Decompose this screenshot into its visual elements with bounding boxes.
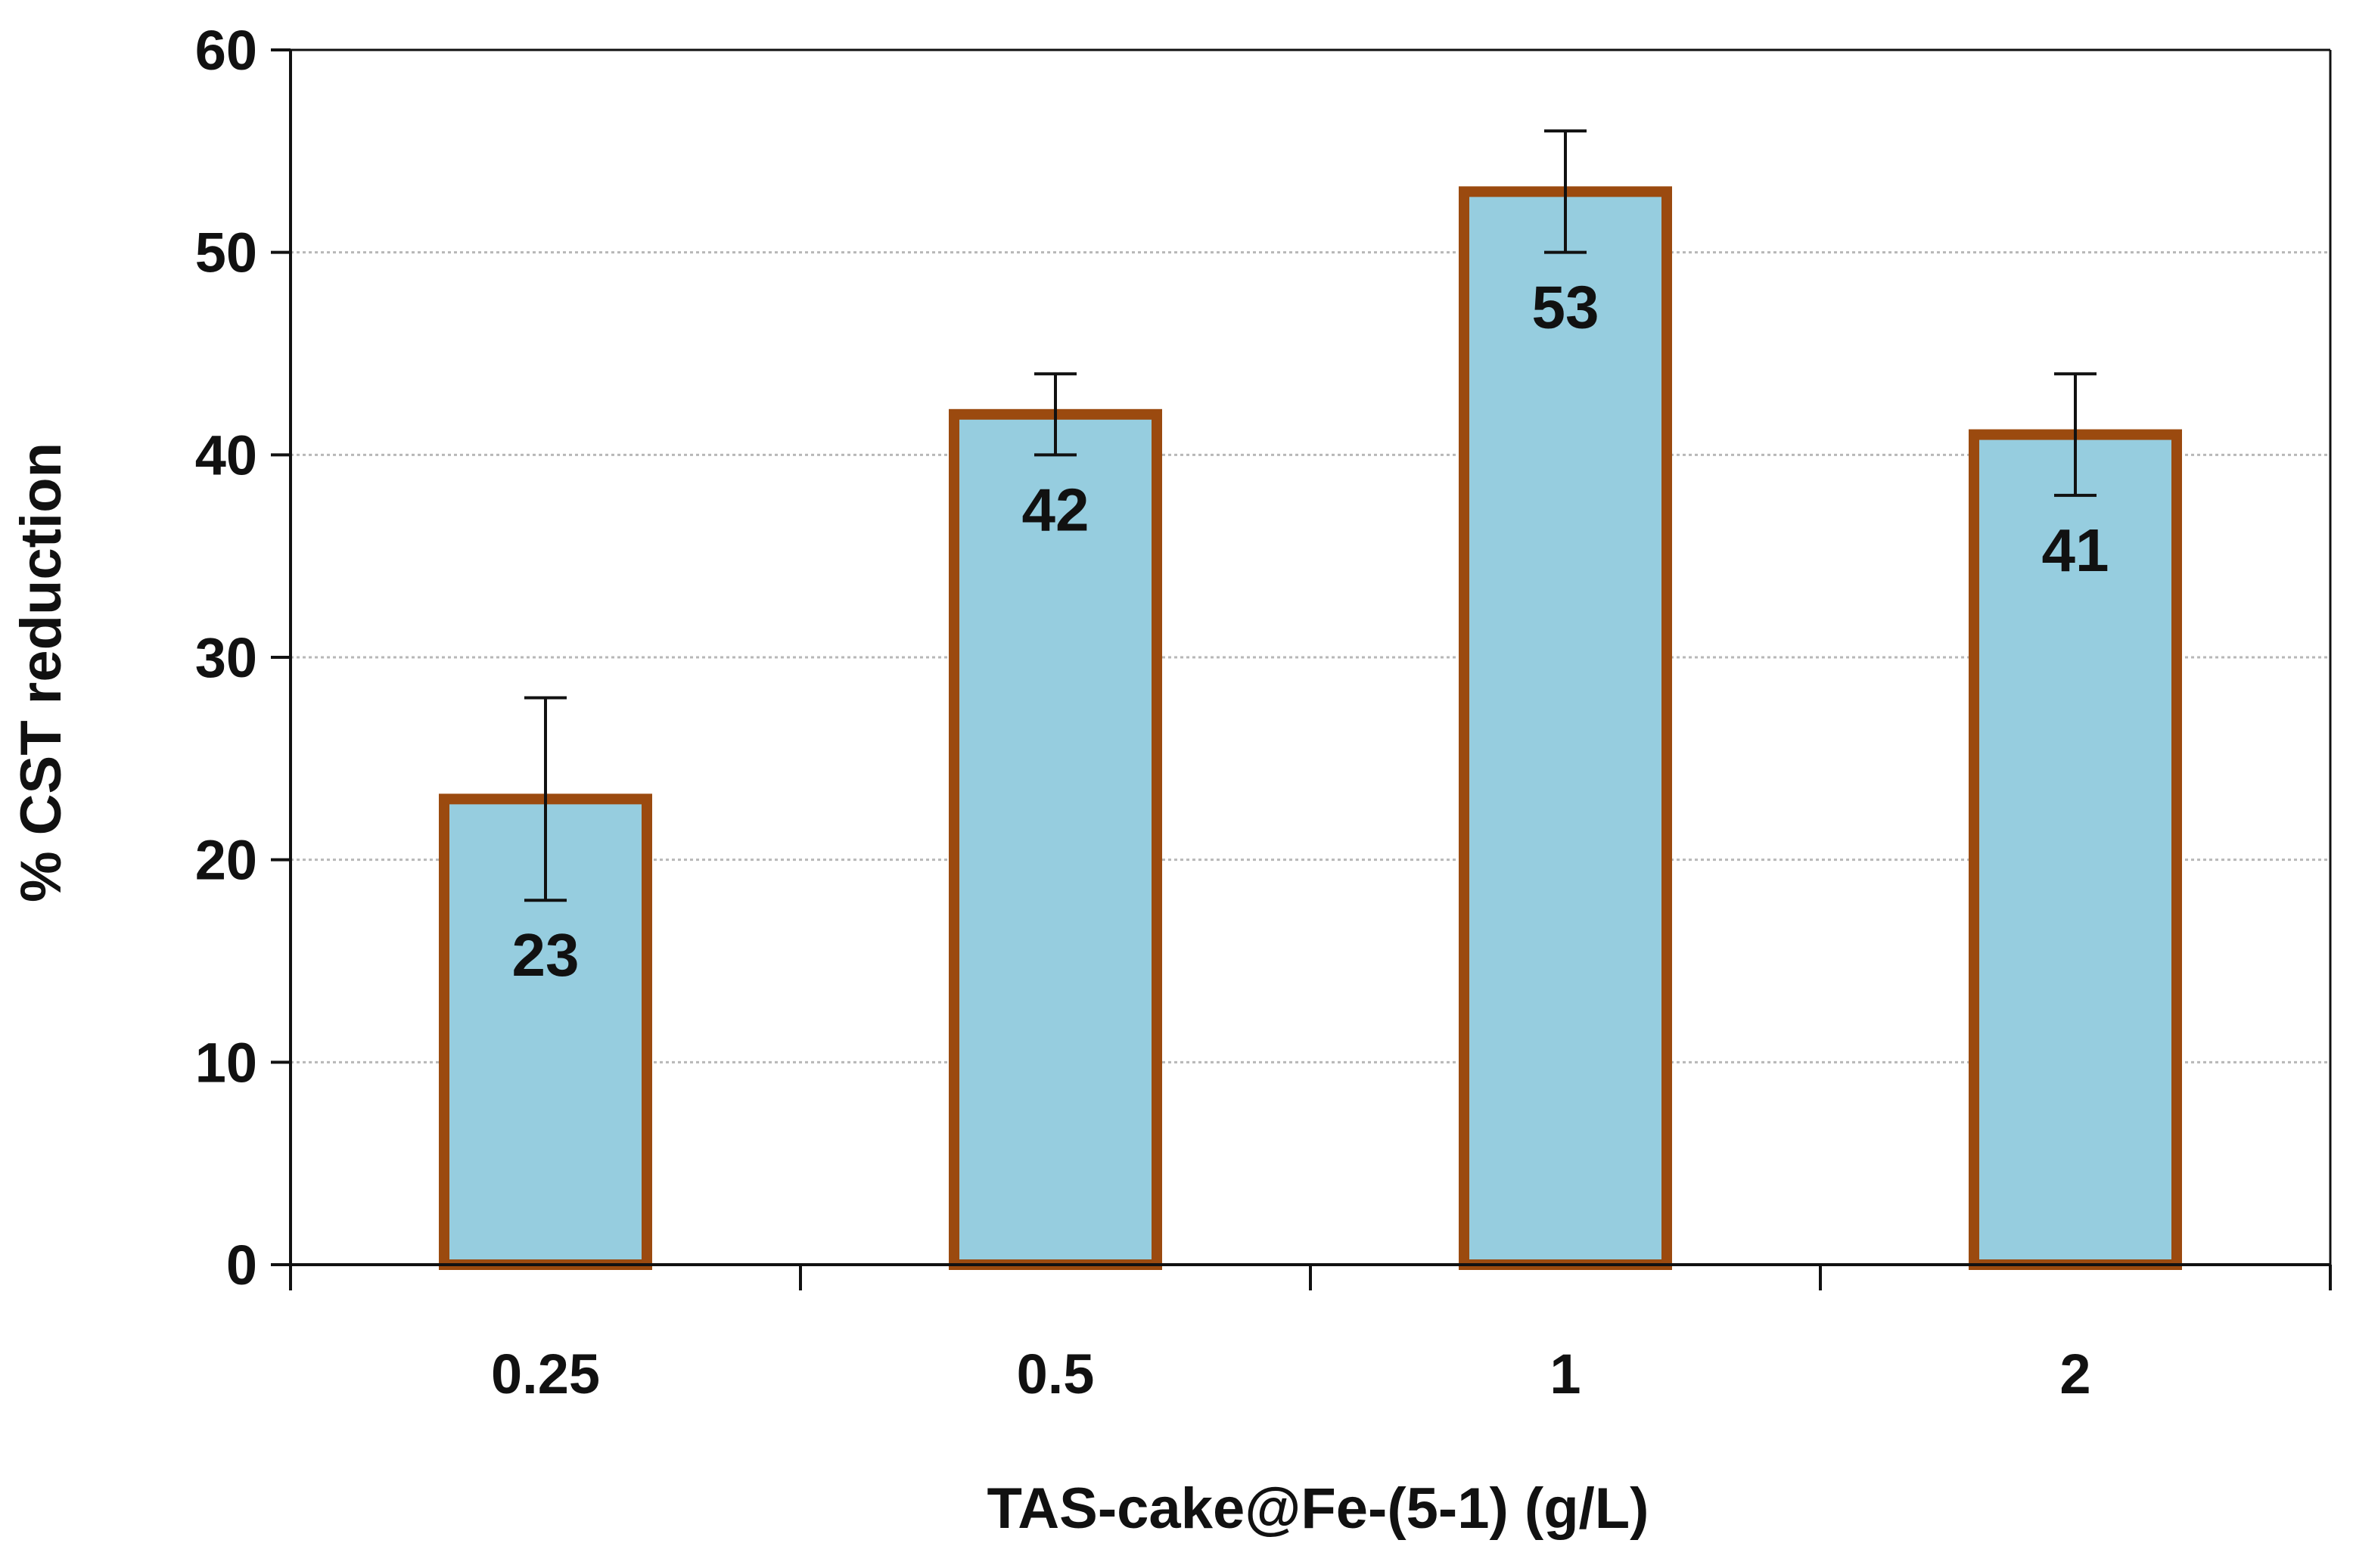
- label-layer: 0 10 20 30 40 50 60 23 0.25 42 0.5 53 1 41 2: [195, 19, 2109, 1405]
- y-tick-label-0: 0: [226, 1234, 257, 1296]
- y-tick-label-60: 60: [195, 19, 257, 82]
- tick-layer: [271, 48, 2332, 1290]
- data-label-1: 53: [1532, 274, 1599, 341]
- bar-1: [1459, 186, 1672, 1270]
- y-tick-label-40: 40: [195, 424, 257, 486]
- y-tick-label-30: 30: [195, 626, 257, 689]
- x-tick-label-2: 2: [2059, 1343, 2090, 1405]
- error-bar-layer: [524, 129, 2097, 902]
- x-tick-label-0.25: 0.25: [491, 1343, 600, 1405]
- y-axis-title: % CST reduction: [9, 442, 73, 902]
- data-label-0.5: 42: [1022, 476, 1089, 543]
- bar-layer: [439, 186, 2182, 1271]
- data-label-2: 41: [2042, 517, 2109, 584]
- y-tick-label-10: 10: [195, 1031, 257, 1094]
- y-tick-label-50: 50: [195, 222, 257, 284]
- data-label-0.25: 23: [512, 921, 580, 989]
- x-tick-label-1: 1: [1549, 1343, 1581, 1405]
- y-tick-label-20: 20: [195, 829, 257, 892]
- x-tick-label-0.5: 0.5: [1017, 1343, 1095, 1405]
- x-axis-title: TAS-cake@Fe-(5-1) (g/L): [987, 1476, 1649, 1541]
